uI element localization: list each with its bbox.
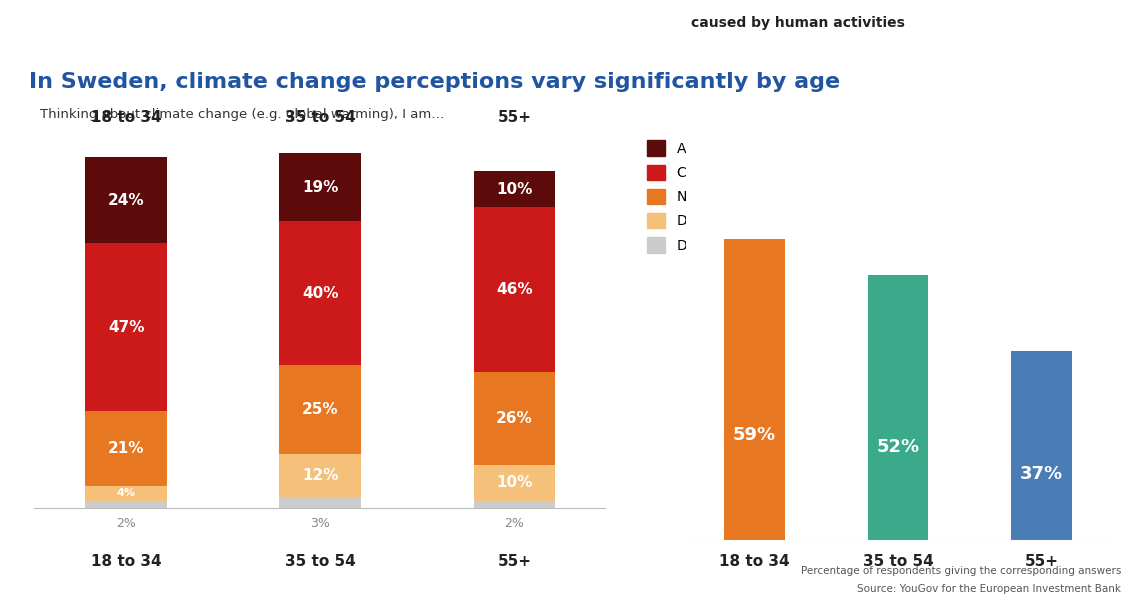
Text: 46%: 46% bbox=[496, 282, 533, 297]
Text: 59%: 59% bbox=[733, 425, 776, 443]
Bar bbox=[279, 454, 362, 497]
Text: 24%: 24% bbox=[108, 193, 144, 208]
Text: 10%: 10% bbox=[496, 182, 533, 197]
Text: 4%: 4% bbox=[117, 488, 136, 499]
Text: 19%: 19% bbox=[302, 180, 339, 195]
Text: 47%: 47% bbox=[108, 320, 144, 335]
Bar bbox=[724, 239, 785, 540]
Text: 26%: 26% bbox=[496, 411, 533, 426]
Bar bbox=[868, 275, 928, 540]
Text: Thinking about climate change (e.g. global warming), I am…: Thinking about climate change (e.g. glob… bbox=[40, 108, 445, 121]
Text: 40%: 40% bbox=[302, 286, 339, 301]
Text: EIB climate survey: EIB climate survey bbox=[13, 17, 158, 31]
Text: 10%: 10% bbox=[496, 475, 533, 490]
Text: 18 to 34: 18 to 34 bbox=[90, 110, 161, 125]
Text: Percentage of respondents giving the corresponding answers: Percentage of respondents giving the cor… bbox=[801, 566, 1121, 576]
Bar bbox=[86, 411, 167, 487]
Bar bbox=[474, 500, 555, 508]
Bar bbox=[279, 221, 362, 365]
Text: In Sweden, climate change perceptions vary significantly by age: In Sweden, climate change perceptions va… bbox=[29, 72, 840, 92]
Text: 55+: 55+ bbox=[498, 110, 532, 125]
Text: 2%: 2% bbox=[117, 517, 136, 530]
Legend: Alarmed, Concerned, Neutral, Doubtful, Denying: Alarmed, Concerned, Neutral, Doubtful, D… bbox=[642, 135, 757, 258]
Text: 37%: 37% bbox=[1020, 465, 1063, 483]
Text: 35 to 54: 35 to 54 bbox=[285, 110, 356, 125]
Bar bbox=[279, 365, 362, 454]
Bar bbox=[279, 497, 362, 508]
Text: 52%: 52% bbox=[876, 438, 920, 456]
Text: 3%: 3% bbox=[310, 517, 331, 530]
Text: caused by human activities: caused by human activities bbox=[691, 16, 905, 30]
Bar bbox=[279, 154, 362, 221]
Bar bbox=[474, 172, 555, 207]
Text: 21%: 21% bbox=[108, 441, 144, 456]
Bar bbox=[474, 207, 555, 372]
Bar bbox=[86, 500, 167, 508]
Text: 2%: 2% bbox=[505, 517, 524, 530]
Bar bbox=[86, 487, 167, 500]
Bar bbox=[1011, 351, 1072, 540]
Text: 25%: 25% bbox=[302, 402, 339, 417]
Bar bbox=[86, 243, 167, 411]
Bar bbox=[474, 465, 555, 500]
Bar bbox=[86, 157, 167, 243]
Text: Source: YouGov for the European Investment Bank: Source: YouGov for the European Investme… bbox=[857, 584, 1121, 594]
Bar bbox=[474, 372, 555, 465]
Text: 12%: 12% bbox=[302, 468, 339, 483]
